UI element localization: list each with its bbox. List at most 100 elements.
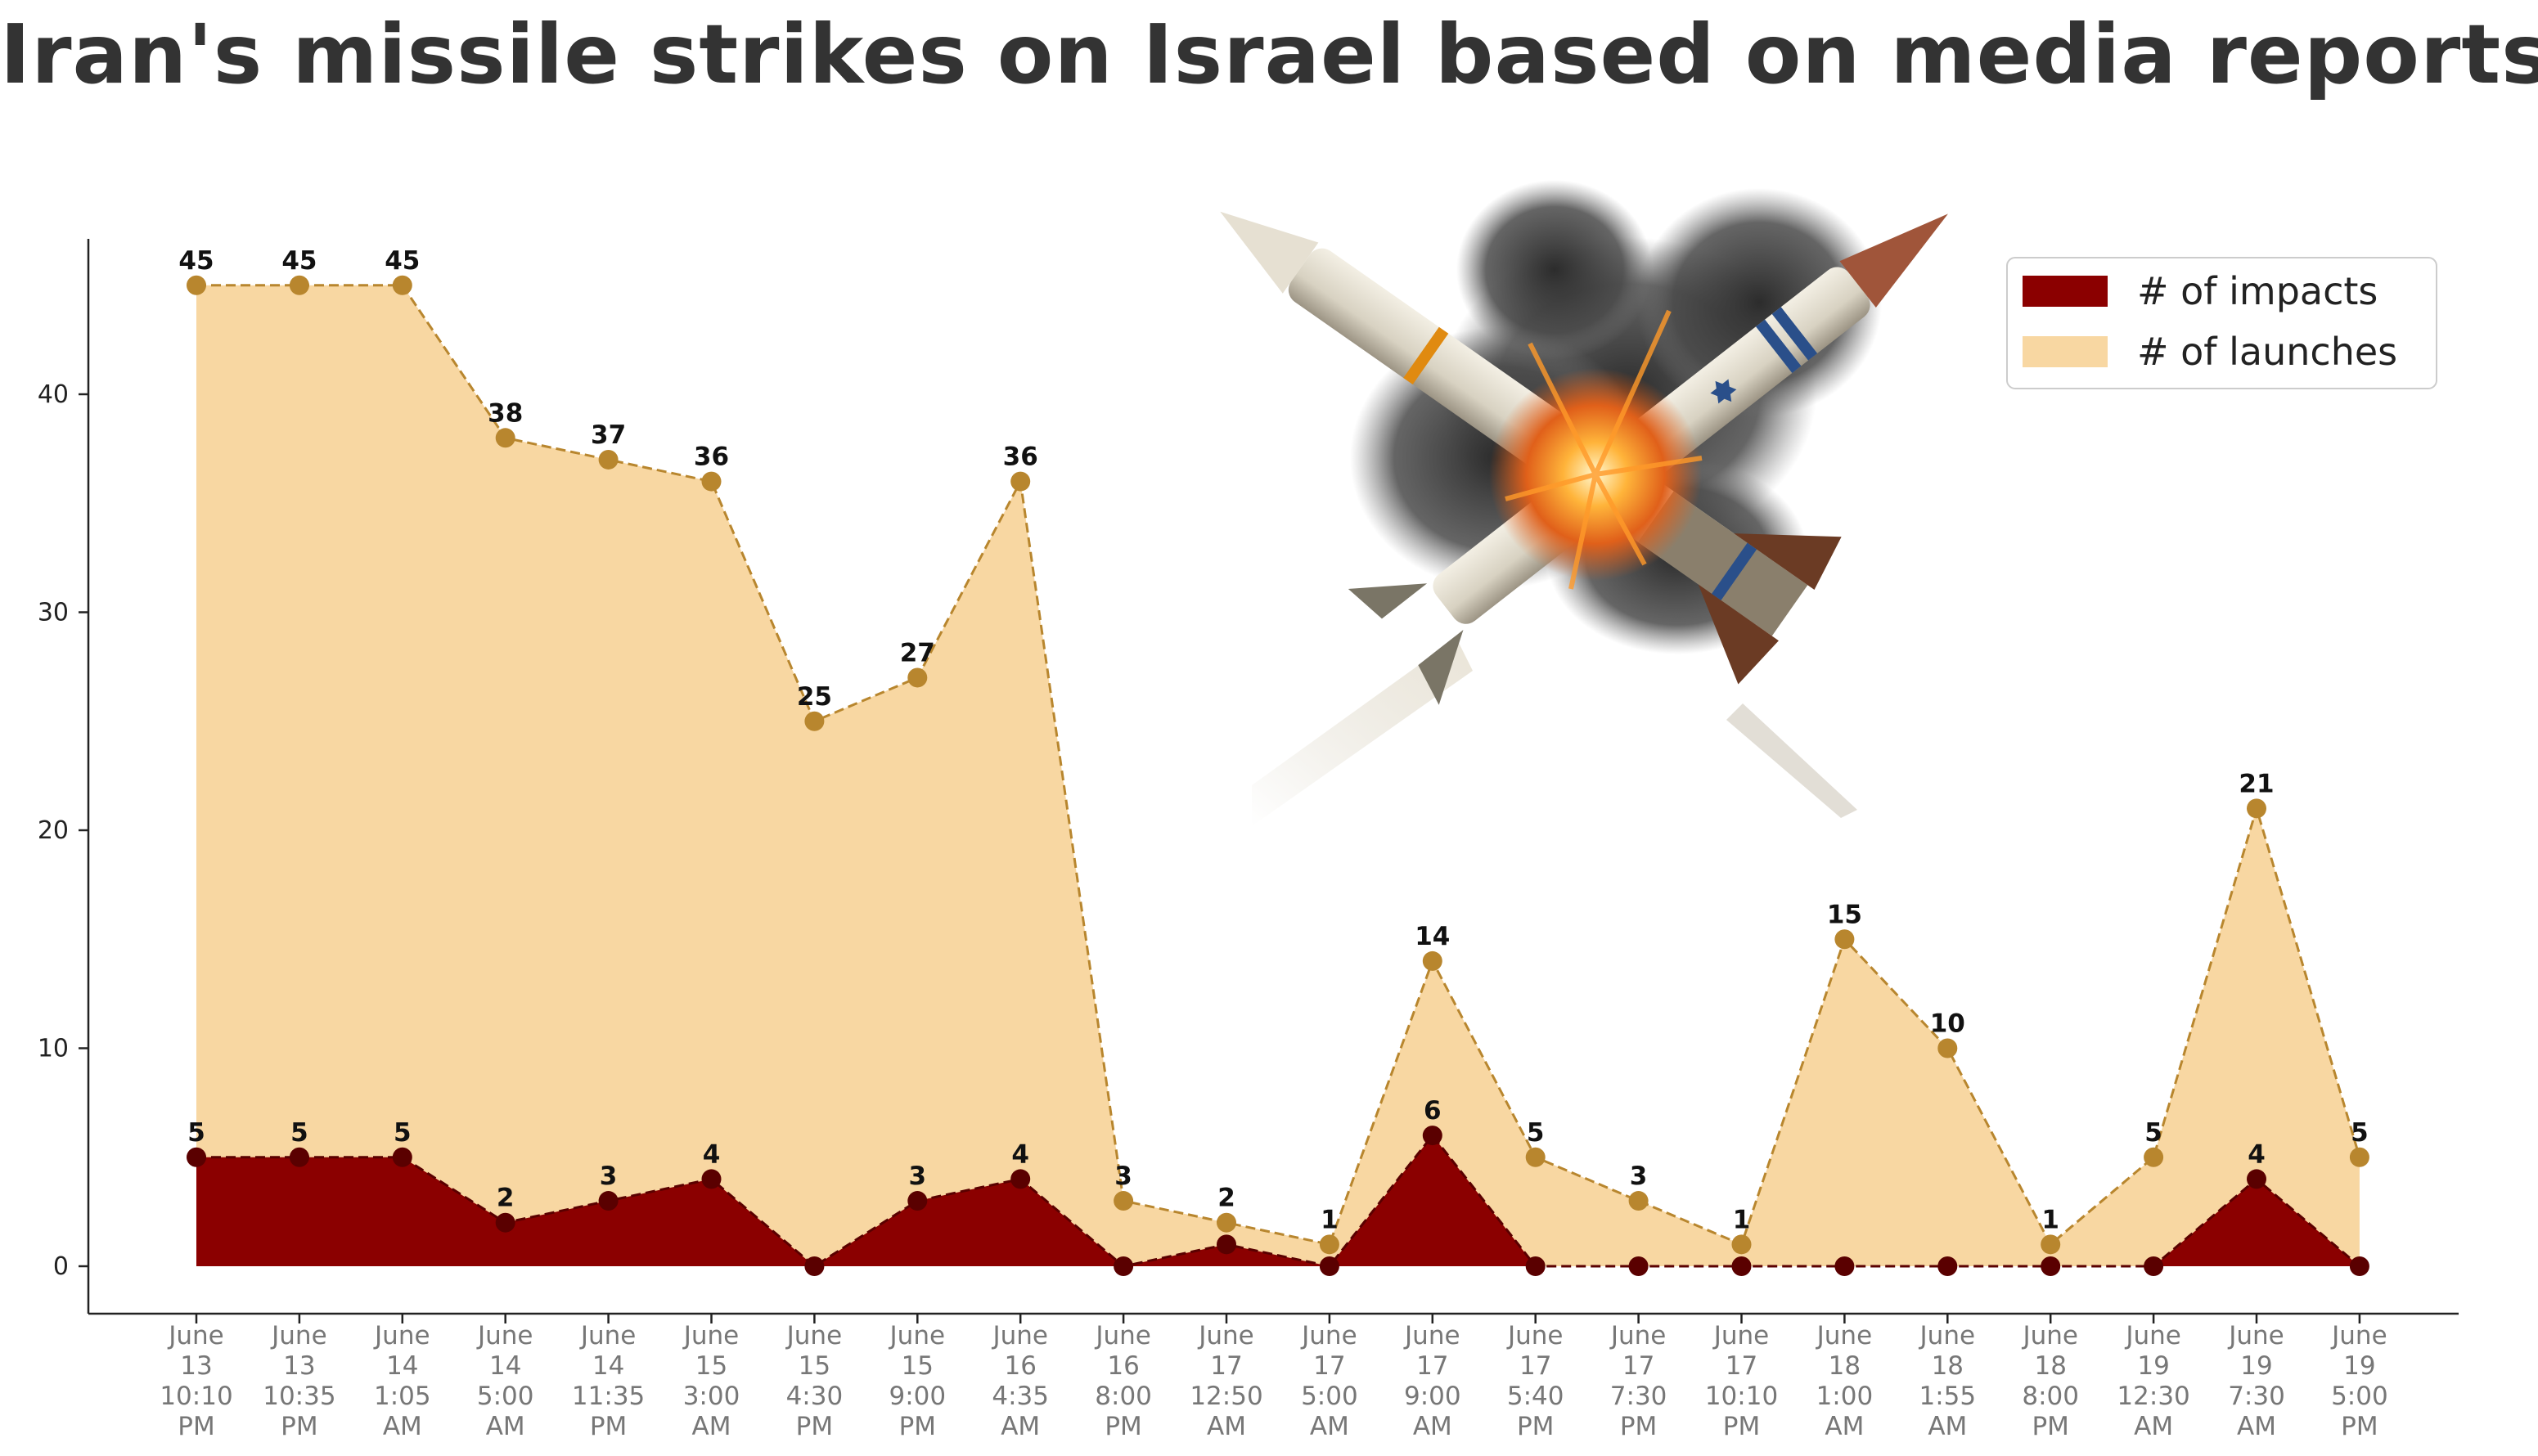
- launches-data-label: 45: [178, 246, 214, 276]
- x-tick-label: June 17 7:30 PM: [1609, 1321, 1667, 1441]
- launches-data-label: 5: [2144, 1118, 2162, 1148]
- launches-data-label: 5: [2351, 1118, 2369, 1148]
- impacts-point: [1628, 1256, 1649, 1276]
- launches-data-label: 14: [1415, 922, 1450, 951]
- impacts-point: [701, 1169, 722, 1189]
- legend-label-launches: # of launches: [2137, 330, 2397, 374]
- launches-point: [2349, 1147, 2369, 1167]
- launches-point: [1114, 1191, 1134, 1211]
- impacts-point: [1834, 1256, 1855, 1276]
- launches-point: [1937, 1038, 1958, 1058]
- launches-data-label: 3: [1114, 1162, 1132, 1191]
- series-lines: [196, 284, 2361, 1268]
- crossed-missiles-explosion-icon: [1220, 180, 1948, 826]
- impacts-point: [495, 1212, 515, 1233]
- x-tick-label: June 15 3:00 AM: [682, 1321, 740, 1441]
- launches-data-label: 15: [1827, 900, 1862, 929]
- impacts-data-label: 6: [1424, 1096, 1442, 1126]
- impacts-data-label: 2: [497, 1184, 515, 1213]
- impacts-point: [1422, 1126, 1442, 1146]
- launches-data-label: 1: [2041, 1205, 2059, 1234]
- launches-point: [907, 667, 928, 688]
- x-tick-label: June 17 12:50 AM: [1190, 1321, 1262, 1441]
- y-tick-label: 20: [38, 816, 69, 845]
- impacts-data-label: 5: [187, 1118, 205, 1148]
- impacts-data-label: 4: [703, 1139, 721, 1169]
- launches-data-label: 10: [1930, 1009, 1965, 1039]
- impacts-point: [1525, 1256, 1546, 1276]
- x-tick-label: June 18 8:00 PM: [2021, 1321, 2079, 1441]
- launches-point: [2144, 1147, 2164, 1167]
- impacts-data-label: 4: [2248, 1139, 2266, 1169]
- legend: # of impacts # of launches: [2006, 257, 2437, 389]
- x-tick-label: June 18 1:00 AM: [1816, 1321, 1874, 1441]
- impacts-data-label: 5: [394, 1118, 412, 1148]
- x-tick-label: June 14 11:35 PM: [572, 1321, 645, 1441]
- x-tick-label: June 13 10:35 PM: [263, 1321, 335, 1441]
- axes: [87, 239, 2459, 1315]
- impacts-point: [1114, 1256, 1134, 1276]
- x-tick-label: June 16 8:00 PM: [1094, 1321, 1152, 1441]
- launches-point: [1731, 1234, 1752, 1255]
- launches-data-label: 1: [1733, 1205, 1751, 1234]
- launches-data-label: 25: [797, 682, 832, 712]
- launches-point: [2247, 798, 2266, 819]
- impacts-point: [1319, 1256, 1339, 1276]
- x-tick-label: June 16 4:35 AM: [991, 1321, 1049, 1441]
- impacts-point: [1010, 1169, 1031, 1189]
- launches-data-label: 45: [281, 246, 317, 276]
- x-tick-label: June 19 7:30 AM: [2227, 1321, 2285, 1441]
- launches-point: [1525, 1147, 1546, 1167]
- legend-box: [2006, 257, 2437, 389]
- launches-data-label: 36: [1003, 443, 1038, 472]
- legend-label-impacts: # of impacts: [2137, 269, 2378, 313]
- x-tick-label: June 17 5:40 PM: [1506, 1321, 1564, 1441]
- x-tick-label: June 19 5:00 PM: [2330, 1321, 2388, 1441]
- launches-data-label: 21: [2239, 769, 2274, 798]
- x-tick-label: June 18 1:55 AM: [1919, 1321, 1977, 1441]
- impacts-point: [289, 1147, 309, 1167]
- impacts-point: [2041, 1256, 2061, 1276]
- x-tick-label: June 17 10:10 PM: [1705, 1321, 1778, 1441]
- impacts-point: [1937, 1256, 1958, 1276]
- launches-area: [196, 285, 2360, 1266]
- launches-data-label: 37: [591, 420, 626, 450]
- launches-point: [1422, 950, 1442, 971]
- impacts-point: [804, 1256, 825, 1276]
- launches-point: [1217, 1212, 1236, 1233]
- launches-data-label: 2: [1217, 1184, 1235, 1213]
- x-tick-label: June 15 4:30 PM: [785, 1321, 844, 1441]
- launches-point: [187, 275, 206, 295]
- impacts-point: [392, 1147, 412, 1167]
- y-tick-label: 10: [38, 1035, 69, 1063]
- launches-point: [804, 711, 825, 731]
- impacts-point: [2144, 1256, 2164, 1276]
- launches-data-label: 45: [385, 246, 420, 276]
- launches-data-label: 3: [1630, 1162, 1648, 1191]
- area-layer: [196, 285, 2360, 1266]
- launches-point: [1319, 1234, 1339, 1255]
- launches-data-label: 1: [1321, 1205, 1339, 1234]
- impacts-point: [598, 1191, 619, 1211]
- launches-point: [1834, 929, 1855, 950]
- impacts-data-label: 4: [1011, 1139, 1029, 1169]
- launches-data-label: 38: [488, 398, 523, 428]
- impacts-point: [2349, 1256, 2369, 1276]
- launches-line: [196, 284, 2361, 1247]
- y-tick-label: 0: [53, 1252, 69, 1281]
- x-tick-label: June 13 10:10 PM: [160, 1321, 232, 1441]
- x-tick-label: June 14 5:00 AM: [476, 1321, 534, 1441]
- legend-swatch-impacts: [2023, 276, 2108, 307]
- launches-data-label: 27: [900, 638, 935, 667]
- x-ticks: June 13 10:10 PM June 13 10:35 PM June 14 1:05 AM Ju…: [160, 1314, 2388, 1441]
- series-points: [187, 275, 2369, 1276]
- launches-data-label: 5: [1527, 1118, 1545, 1148]
- launches-point: [392, 275, 412, 295]
- chart-title: Iran's missile strikes on Israel based o…: [0, 7, 2538, 102]
- impacts-point: [1731, 1256, 1752, 1276]
- impacts-data-label: 3: [909, 1162, 927, 1191]
- impacts-point: [907, 1191, 928, 1211]
- impacts-area: [196, 1135, 2360, 1266]
- impacts-point: [187, 1147, 206, 1167]
